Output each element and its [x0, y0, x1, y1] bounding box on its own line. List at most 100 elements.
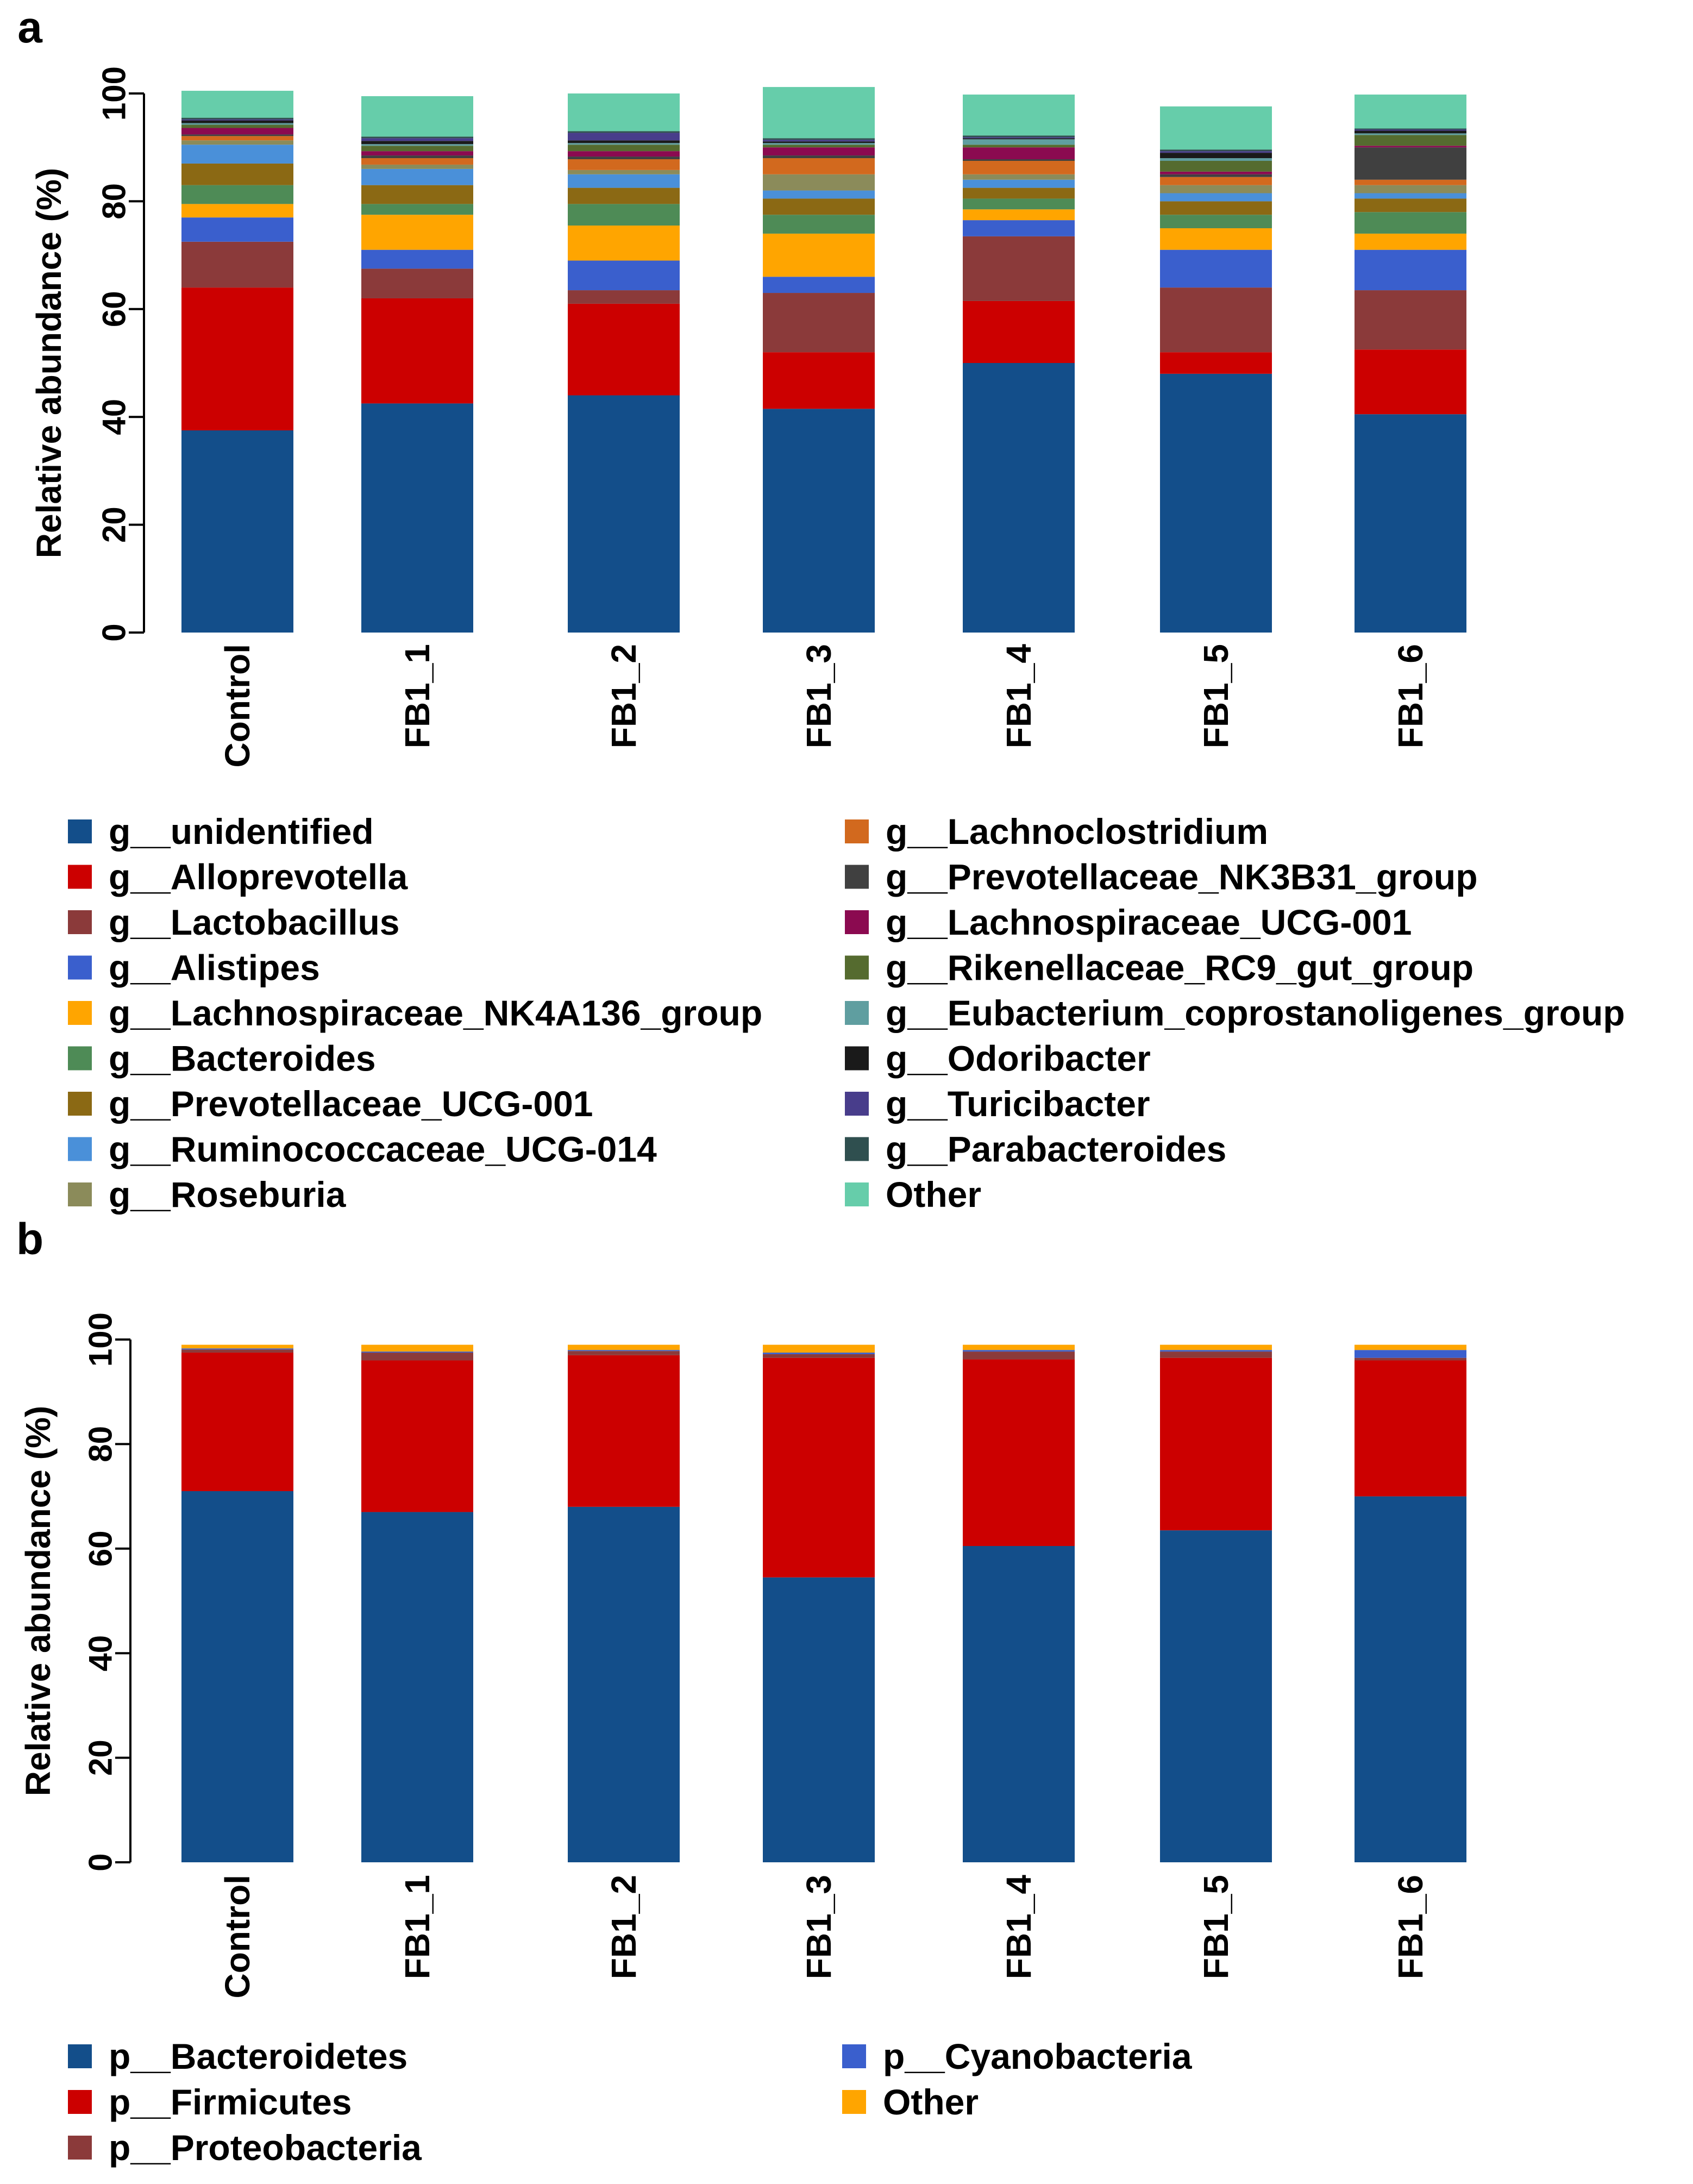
x-category-label: FB1_5	[1196, 1875, 1236, 1979]
bar-segment-FB1_4-15	[963, 137, 1075, 139]
legend-label: g__unidentified	[109, 811, 374, 852]
legend-label: p__Proteobacteria	[109, 2127, 422, 2168]
bar-segment-FB1_4-0	[963, 1545, 1075, 1862]
y-tick-label: 0	[96, 623, 133, 641]
legend-swatch	[68, 1137, 92, 1161]
bar-segment-Control-1	[181, 1353, 293, 1491]
bar-segment-FB1_6-1	[1355, 1360, 1466, 1497]
bar-segment-FB1_4-16	[963, 135, 1075, 137]
bar-segment-FB1_2-16	[568, 131, 680, 133]
bar-segment-FB1_2-2	[568, 1351, 680, 1355]
y-tick-label: 40	[96, 399, 133, 435]
legend-swatch	[845, 910, 869, 934]
x-category-label: Control	[218, 644, 257, 768]
legend-swatch	[68, 819, 92, 843]
legend-swatch	[845, 1182, 869, 1206]
legend-label: g__Lactobacillus	[109, 902, 400, 942]
bar-segment-Control-6	[181, 163, 293, 185]
legend-label: g__Parabacteroides	[886, 1129, 1226, 1169]
y-axis-title: Relative abundance (%)	[18, 1406, 58, 1796]
legend-swatch	[68, 865, 92, 889]
bar-segment-FB1_6-13	[1355, 133, 1466, 135]
bar-segment-FB1_4-5	[963, 198, 1075, 210]
bar-segment-FB1_3-3	[763, 1353, 875, 1354]
bar-segment-FB1_6-12	[1355, 135, 1466, 146]
bar-segment-FB1_5-11	[1160, 171, 1272, 174]
bar-segment-FB1_4-1	[963, 1359, 1075, 1546]
bar-segment-FB1_6-0	[1355, 1496, 1466, 1862]
legend-label: g__Bacteroides	[109, 1038, 376, 1079]
bar-segment-Control-11	[181, 128, 293, 135]
y-tick-label: 0	[83, 1853, 119, 1871]
bar-segment-FB1_4-8	[963, 174, 1075, 180]
bar-segment-FB1_3-6	[763, 198, 875, 215]
bar-segment-FB1_4-7	[963, 179, 1075, 188]
bar-segment-FB1_5-9	[1160, 177, 1272, 185]
bar-segment-FB1_2-17	[568, 93, 680, 132]
legend-label: p__Firmicutes	[109, 2082, 352, 2122]
bar-segment-FB1_1-0	[361, 403, 473, 633]
bar-segment-FB1_5-6	[1160, 201, 1272, 215]
bar-segment-FB1_5-5	[1160, 215, 1272, 228]
bar-segment-FB1_3-8	[763, 174, 875, 191]
bar-segment-FB1_3-12	[763, 145, 875, 148]
bar-segment-Control-4	[181, 1344, 293, 1349]
bar-segment-FB1_5-17	[1160, 106, 1272, 150]
legend-label: Other	[883, 2082, 979, 2122]
bar-segment-FB1_2-12	[568, 145, 680, 152]
bar-segment-FB1_2-2	[568, 290, 680, 304]
bar-segment-FB1_1-17	[361, 96, 473, 137]
legend-label: Other	[886, 1174, 981, 1215]
legend-swatch	[845, 1092, 869, 1116]
bar-segment-FB1_5-7	[1160, 193, 1272, 202]
legend-label: g__Ruminococcaceae_UCG-014	[109, 1129, 657, 1169]
bar-segment-FB1_5-8	[1160, 185, 1272, 193]
bar-segment-FB1_1-11	[361, 151, 473, 156]
bar-segment-FB1_6-4	[1355, 233, 1466, 250]
legend-label: g__Lachnospiraceae_UCG-001	[886, 902, 1412, 942]
legend-swatch	[842, 2044, 866, 2068]
legend-label: g__Roseburia	[109, 1174, 347, 1215]
y-tick-label: 20	[96, 506, 133, 543]
legend-label: g__Turicibacter	[886, 1084, 1150, 1124]
bar-segment-FB1_1-12	[361, 146, 473, 152]
bar-segment-FB1_3-9	[763, 158, 875, 174]
x-category-label: FB1_2	[604, 1875, 643, 1979]
bar-segment-FB1_2-10	[568, 157, 680, 160]
x-category-label: FB1_1	[398, 1875, 437, 1979]
bar-segment-FB1_3-2	[763, 293, 875, 353]
bar-segment-FB1_4-14	[963, 138, 1075, 140]
bar-segment-FB1_1-1	[361, 1360, 473, 1512]
bar-segment-FB1_6-15	[1355, 129, 1466, 131]
legend-label: p__Bacteroidetes	[109, 2036, 407, 2076]
x-category-label: FB1_6	[1391, 1875, 1430, 1979]
bar-segment-FB1_3-4	[763, 233, 875, 277]
bar-segment-FB1_5-3	[1160, 249, 1272, 288]
panel-label-b: b	[16, 1215, 43, 1264]
bar-segment-FB1_6-3	[1355, 1350, 1466, 1358]
bar-segment-Control-4	[181, 204, 293, 218]
bar-segment-FB1_1-0	[361, 1512, 473, 1862]
bar-segment-FB1_4-4	[963, 1344, 1075, 1350]
bar-segment-FB1_1-10	[361, 155, 473, 159]
legend-label: g__Rikenellaceae_RC9_gut_group	[886, 948, 1473, 988]
bar-segment-FB1_5-1	[1160, 1357, 1272, 1531]
bar-segment-FB1_3-3	[763, 277, 875, 293]
bar-segment-FB1_2-8	[568, 170, 680, 174]
bar-segment-Control-2	[181, 1349, 293, 1353]
bar-segment-FB1_3-10	[763, 155, 875, 159]
bar-segment-Control-12	[181, 124, 293, 128]
bar-segment-FB1_6-7	[1355, 193, 1466, 199]
bar-segment-FB1_5-1	[1160, 352, 1272, 374]
bar-segment-FB1_2-4	[568, 1344, 680, 1350]
bar-segment-FB1_2-1	[568, 303, 680, 396]
bar-segment-FB1_5-15	[1160, 151, 1272, 153]
legend-swatch	[845, 955, 869, 980]
bar-segment-FB1_6-10	[1355, 147, 1466, 180]
y-tick-label: 100	[96, 66, 133, 121]
bar-segment-FB1_1-15	[361, 138, 473, 141]
bar-segment-Control-16	[181, 117, 293, 120]
bar-segment-Control-0	[181, 1491, 293, 1862]
legend-swatch	[842, 2090, 866, 2114]
bar-segment-FB1_4-2	[963, 1351, 1075, 1360]
